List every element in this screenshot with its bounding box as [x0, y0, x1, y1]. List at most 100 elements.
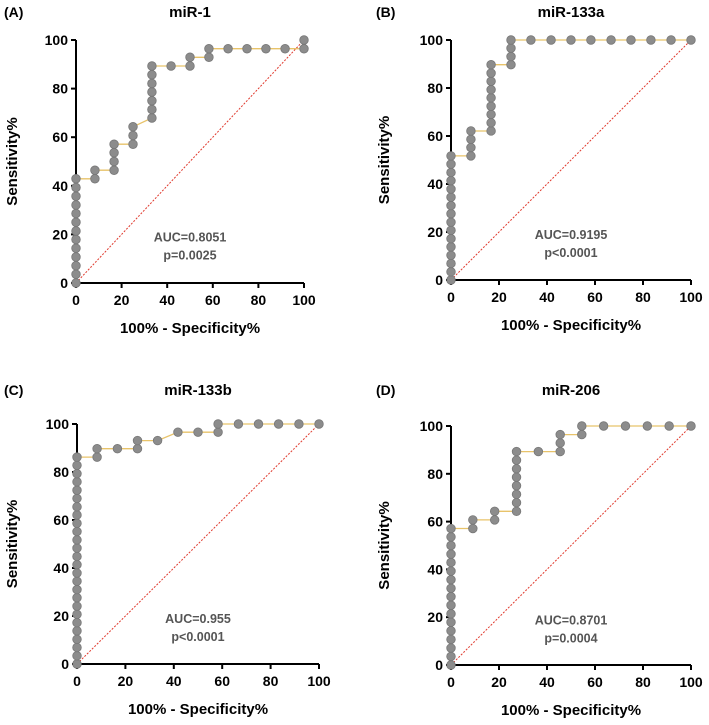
roc-data-point: [147, 96, 157, 106]
roc-data-point: [486, 101, 496, 111]
roc-data-point: [185, 52, 195, 62]
roc-data-point: [71, 174, 81, 184]
roc-data-point: [466, 126, 476, 136]
roc-data-point: [299, 35, 309, 45]
roc-data-point: [90, 174, 100, 184]
roc-chart: (D) miR-206 0 20 40 60 80 100 0 20 40 60 80 100 100% -…: [376, 382, 703, 719]
roc-data-point: [147, 87, 157, 97]
roc-data-point: [686, 35, 696, 45]
roc-data-point: [511, 455, 522, 465]
roc-data-point: [71, 200, 81, 210]
roc-data-point: [486, 109, 496, 120]
x-tick-label: 80: [635, 289, 651, 305]
roc-data-point: [71, 191, 81, 201]
roc-data-point: [446, 250, 456, 260]
y-tick-label: 100: [46, 416, 70, 432]
roc-data-point: [72, 609, 82, 620]
y-tick-label: 80: [427, 466, 443, 482]
roc-data-point: [555, 446, 565, 457]
y-tick-label: 40: [427, 176, 443, 192]
roc-data-point: [72, 468, 82, 479]
roc-data-point: [446, 234, 456, 244]
roc-data-point: [314, 419, 324, 429]
roc-data-point: [109, 156, 119, 167]
roc-data-point: [446, 540, 456, 551]
roc-data-point: [511, 498, 522, 508]
roc-data-point: [213, 419, 223, 429]
roc-data-point: [71, 261, 81, 271]
chart-title: miR-1: [169, 4, 211, 21]
roc-data-point: [223, 44, 233, 54]
roc-data-point: [555, 438, 565, 448]
roc-data-point: [280, 44, 290, 54]
roc-data-point: [213, 427, 223, 437]
x-tick-label: 40: [159, 292, 175, 308]
roc-data-point: [71, 226, 81, 236]
x-tick-label: 20: [491, 674, 507, 690]
chart-title: miR-133b: [164, 382, 232, 399]
y-tick-label: 20: [52, 226, 68, 242]
roc-data-point: [446, 242, 456, 252]
roc-data-point: [109, 148, 119, 158]
x-tick-label: 0: [72, 292, 80, 308]
auc-label: AUC=0.8051: [154, 231, 227, 245]
panel-label: (C): [4, 382, 23, 398]
auc-label: AUC=0.955: [165, 612, 231, 626]
roc-data-point: [71, 217, 81, 227]
roc-data-point: [446, 660, 456, 670]
auc-label: AUC=0.9195: [535, 228, 608, 242]
roc-data-point: [72, 551, 82, 562]
roc-data-point: [446, 159, 456, 169]
roc-data-point: [606, 35, 616, 45]
roc-data-point: [511, 481, 522, 491]
roc-data-point: [152, 435, 163, 446]
roc-data-point: [468, 515, 478, 525]
roc-data-point: [253, 419, 264, 429]
roc-data-point: [446, 200, 456, 211]
roc-data-point: [72, 493, 82, 504]
roc-data-point: [446, 651, 456, 662]
roc-data-point: [506, 43, 516, 53]
y-tick-label: 0: [435, 657, 443, 673]
roc-data-point: [446, 175, 456, 186]
roc-data-point: [132, 444, 143, 454]
roc-data-point: [132, 435, 143, 446]
roc-data-point: [72, 477, 82, 487]
y-tick-label: 20: [427, 224, 443, 240]
roc-data-point: [489, 506, 500, 517]
y-tick-label: 80: [427, 80, 443, 96]
roc-data-point: [446, 184, 456, 194]
roc-data-point: [446, 600, 456, 610]
roc-data-point: [620, 421, 631, 431]
y-tick-label: 20: [53, 608, 69, 624]
roc-data-point: [446, 523, 456, 534]
y-tick-label: 100: [420, 418, 444, 434]
reference-diagonal-line: [76, 423, 320, 665]
y-axis-title: Sensitivity%: [376, 116, 393, 204]
x-tick-label: 100: [679, 674, 703, 690]
y-tick-label: 100: [420, 32, 444, 48]
roc-data-point: [446, 225, 456, 236]
roc-data-point: [92, 444, 102, 454]
roc-data-point: [233, 419, 244, 429]
roc-data-point: [486, 126, 496, 136]
roc-data-point: [446, 192, 456, 202]
roc-data-point: [72, 634, 82, 644]
roc-data-point: [486, 68, 496, 78]
roc-data-point: [686, 421, 696, 431]
roc-chart: (B) miR-133a 0 20 40 60 80 100 0 20 40 60 80 100 100% …: [376, 4, 703, 334]
roc-data-point: [486, 60, 496, 70]
y-axis-title: Sensitivity%: [376, 501, 393, 589]
roc-data-point: [546, 35, 556, 45]
y-tick-label: 20: [427, 609, 443, 625]
roc-data-point: [446, 167, 456, 178]
y-tick-label: 60: [427, 128, 443, 144]
x-tick-label: 0: [73, 673, 81, 689]
x-tick-label: 20: [118, 673, 134, 689]
roc-data-point: [294, 419, 304, 429]
reference-diagonal-line: [450, 425, 692, 666]
roc-data-point: [72, 659, 82, 669]
roc-data-point: [72, 502, 82, 512]
roc-data-point: [71, 269, 81, 279]
roc-data-point: [446, 617, 456, 627]
